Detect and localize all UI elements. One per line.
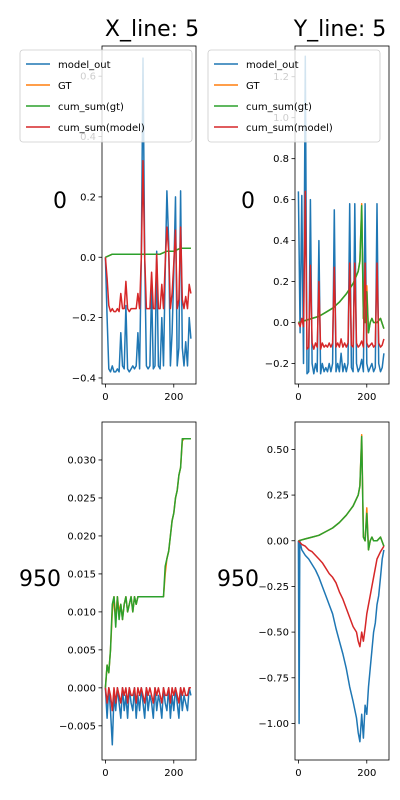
y-tick-label: 0.000 <box>67 683 96 694</box>
series-line-cum-sum-gt- <box>104 437 191 688</box>
legend-label: cum_sum(model) <box>246 123 333 134</box>
y-tick-label: 0.015 <box>67 569 96 580</box>
legend-y-line: model_out GT cum_sum(gt) cum_sum(model) <box>207 49 381 143</box>
y-tick-label: −0.50 <box>258 628 289 639</box>
legend-box <box>19 49 193 143</box>
x-tick-label: 0 <box>295 392 301 403</box>
x-tick-label: 0 <box>295 768 301 779</box>
subplot-x-line-bottom: −0.005 0.000 0.005 0.010 0.015 0.020 0.025 0.03… <box>59 421 197 779</box>
axes-frame <box>101 421 197 761</box>
y-tick-label: 0.50 <box>267 445 289 456</box>
legend-label: model_out <box>246 60 299 71</box>
series-line-model-out <box>297 55 385 375</box>
x-tick-label: 200 <box>164 768 183 779</box>
series-line-gt <box>298 434 385 551</box>
y-tick-label: 0.005 <box>67 645 96 656</box>
series-line-cum-sum-model- <box>297 190 385 350</box>
series-line-cum-sum-model- <box>104 687 191 712</box>
y-tick-label: −0.005 <box>59 721 96 732</box>
legend-label: model_out <box>58 60 111 71</box>
axes-frame <box>101 45 197 385</box>
chart-title-x-line: X_line: 5 <box>105 17 199 42</box>
legend-label: cum_sum(model) <box>58 123 145 134</box>
row-label-top-left: 0 <box>53 189 67 214</box>
y-tick-label: 0.2 <box>273 277 289 288</box>
y-tick-label: 0.4 <box>273 236 289 247</box>
y-tick-label: 0.0 <box>273 318 289 329</box>
y-tick-label: 0.2 <box>80 192 96 203</box>
y-tick-label: 0.025 <box>67 493 96 504</box>
chart-title-y-line: Y_line: 5 <box>293 17 387 42</box>
series-line-cum-sum-model- <box>104 159 192 313</box>
x-tick-label: 200 <box>357 392 376 403</box>
x-tick-label: 200 <box>164 392 183 403</box>
axes-frame <box>294 421 390 761</box>
row-label-bottom-right: 950 <box>217 567 259 592</box>
x-tick-label: 0 <box>102 392 108 403</box>
y-tick-label: −0.25 <box>258 582 289 593</box>
series-line-model-out <box>297 540 385 743</box>
series-line-model-out <box>104 687 192 746</box>
subplot-y-line-bottom: −1.00 −0.75 −0.50 −0.25 0.00 0.25 0.50 0 200 <box>258 421 390 779</box>
legend-x-line: model_out GT cum_sum(gt) cum_sum(model) <box>19 49 193 143</box>
y-tick-label: 0.020 <box>67 531 96 542</box>
y-tick-label: −0.4 <box>72 373 96 384</box>
x-tick-label: 200 <box>357 768 376 779</box>
series-line-cum-sum-gt- <box>298 205 385 334</box>
axes-frame <box>294 45 390 385</box>
y-tick-label: 0.030 <box>67 455 96 466</box>
x-tick-label: 0 <box>102 768 108 779</box>
series-line-cum-sum-gt- <box>105 247 191 258</box>
series-line-model-out <box>104 57 192 373</box>
legend-box <box>207 49 381 143</box>
series-line-cum-sum-model- <box>297 540 385 648</box>
legend-label: cum_sum(gt) <box>58 102 124 113</box>
y-tick-label: 0.25 <box>267 491 289 502</box>
series-line-cum-sum-gt- <box>298 435 385 551</box>
legend-label: GT <box>246 81 260 92</box>
y-tick-label: 0.0 <box>80 253 96 264</box>
legend-label: cum_sum(gt) <box>246 102 312 113</box>
legend-label: GT <box>58 81 72 92</box>
y-tick-label: 0.010 <box>67 607 96 618</box>
y-tick-label: 0.00 <box>267 536 289 547</box>
row-label-top-right: 0 <box>241 189 255 214</box>
y-tick-label: −1.00 <box>258 719 289 730</box>
y-tick-label: 0.6 <box>273 195 289 206</box>
row-label-bottom-left: 950 <box>19 567 61 592</box>
y-tick-label: −0.2 <box>72 313 96 324</box>
y-tick-label: 0.8 <box>273 154 289 165</box>
y-tick-label: −0.2 <box>265 359 289 370</box>
y-tick-label: −0.75 <box>258 673 289 684</box>
